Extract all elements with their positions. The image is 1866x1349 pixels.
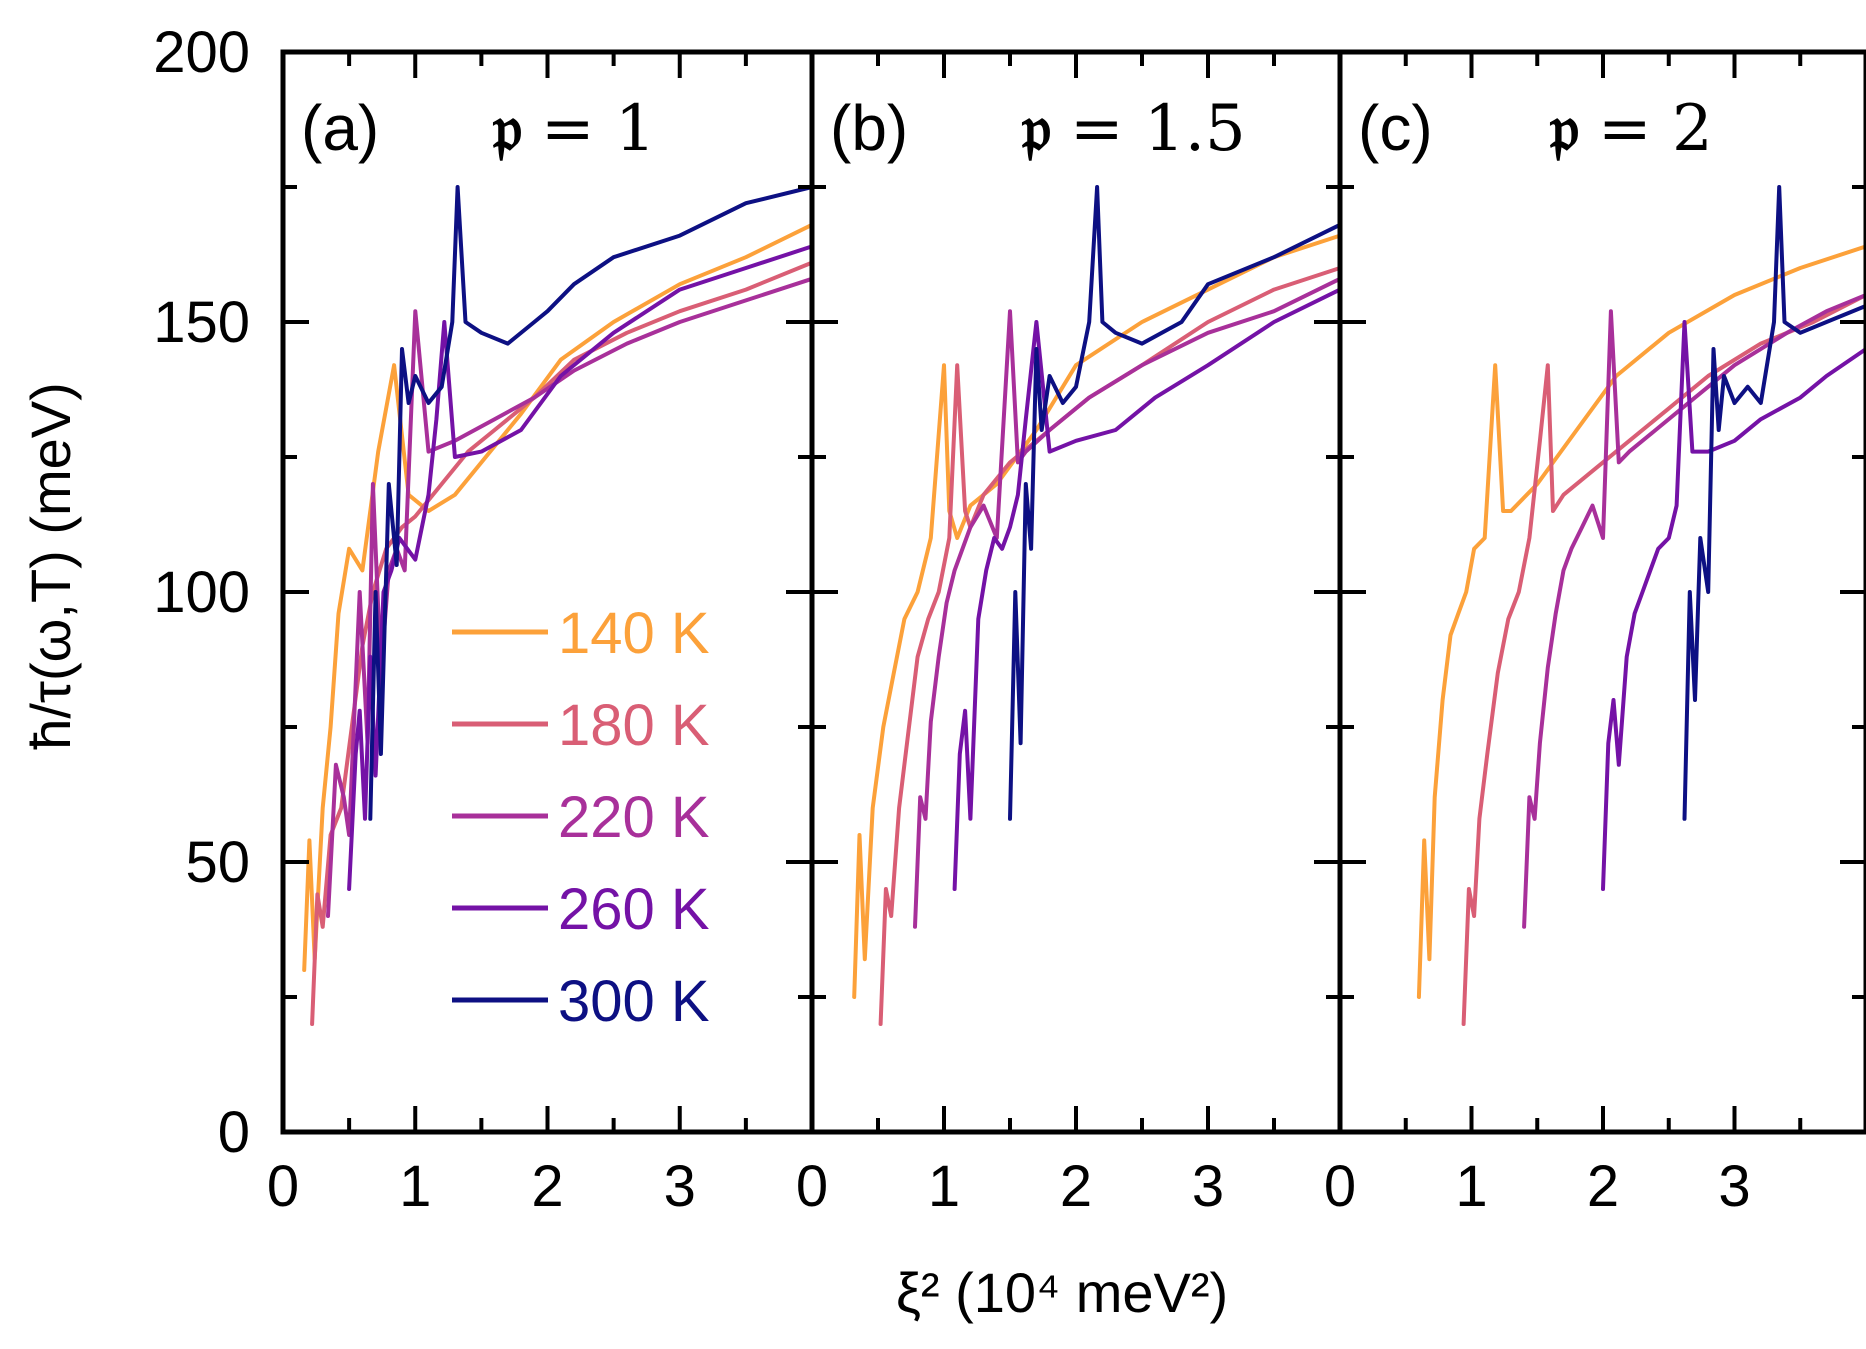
- y-tick-label: 150: [153, 290, 250, 355]
- y-tick-label: 0: [218, 1100, 250, 1165]
- x-tick-label: 0: [796, 1154, 828, 1219]
- y-tick-label: 200: [153, 20, 250, 85]
- panel-frame-2: [812, 52, 1340, 1132]
- x-tick-label: 3: [1192, 1154, 1224, 1219]
- x-tick-label: 3: [664, 1154, 696, 1219]
- legend-label-180k: 180 K: [558, 693, 710, 758]
- p-symbol: 𝔭: [1021, 91, 1051, 166]
- series-line-220k-panel-2: [915, 279, 1340, 927]
- x-tick-label: 1: [399, 1154, 431, 1219]
- series-line-300k-panel-2: [1010, 187, 1340, 819]
- series-line-140k-panel-2: [854, 236, 1340, 997]
- series-line-220k-panel-3: [1524, 295, 1866, 927]
- x-tick-label: 2: [1060, 1154, 1092, 1219]
- p-value-label: = 1.5: [1070, 92, 1246, 166]
- x-tick-label: 0: [1324, 1154, 1356, 1219]
- panel-label: (a): [301, 92, 379, 164]
- x-tick-label: 2: [531, 1154, 563, 1219]
- p-value-label: = 2: [1598, 92, 1713, 166]
- series-line-140k-panel-3: [1419, 246, 1866, 997]
- x-tick-label: 3: [1718, 1154, 1750, 1219]
- p-symbol: 𝔭: [492, 91, 522, 166]
- series-line-180k-panel-2: [881, 268, 1340, 1024]
- x-tick-label: 1: [1455, 1154, 1487, 1219]
- panel-label: (c): [1358, 92, 1433, 164]
- x-axis-title: ξ² (10⁴ meV²): [896, 1261, 1228, 1324]
- legend-label-260k: 260 K: [558, 877, 710, 942]
- panel-label: (b): [830, 92, 908, 164]
- x-tick-label: 1: [928, 1154, 960, 1219]
- y-tick-label: 50: [185, 830, 250, 895]
- p-symbol: 𝔭: [1549, 91, 1579, 166]
- series-line-140k-panel-1: [304, 225, 812, 970]
- series-line-260k-panel-3: [1603, 322, 1866, 889]
- panel-frame-1: [283, 52, 812, 1132]
- x-tick-label: 2: [1587, 1154, 1619, 1219]
- legend-label-140k: 140 K: [558, 601, 710, 666]
- y-axis-title: ħ/τ(ω,T) (meV): [19, 382, 82, 750]
- x-tick-label: 0: [267, 1154, 299, 1219]
- legend-label-220k: 220 K: [558, 785, 710, 850]
- y-tick-label: 100: [153, 560, 250, 625]
- series-line-300k-panel-3: [1685, 187, 1866, 819]
- legend-label-300k: 300 K: [558, 969, 710, 1034]
- p-value-label: = 1: [541, 92, 656, 166]
